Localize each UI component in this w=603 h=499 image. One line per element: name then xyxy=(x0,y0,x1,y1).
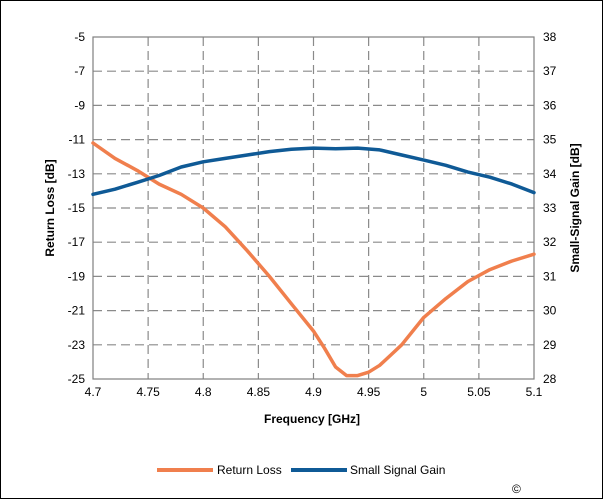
y-right-tick-label: 32 xyxy=(543,235,557,249)
y-axis-left-title: Return Loss [dB] xyxy=(43,159,57,256)
x-tick-label: 4.85 xyxy=(247,385,271,399)
y-left-tick-label: -21 xyxy=(68,304,86,318)
tick-labels: 4.7 4.75 4.8 4.85 4.9 4.95 5 5.05 5.1 -5 -7 -9 -11 -1… xyxy=(68,30,557,399)
y-left-tick-label: -15 xyxy=(68,201,86,215)
y-left-tick-label: -5 xyxy=(74,30,85,44)
grid xyxy=(93,37,534,379)
y-left-tick-label: -11 xyxy=(69,133,86,147)
y-left-tick-label: -19 xyxy=(68,269,86,283)
legend: Return Loss Small Signal Gain xyxy=(157,463,445,477)
series-line-small-signal-gain xyxy=(91,146,536,197)
y-left-tick-label: -17 xyxy=(68,235,86,249)
legend-label-return-loss: Return Loss xyxy=(217,463,282,477)
x-axis-title: Frequency [GHz] xyxy=(264,412,360,426)
y-left-tick-label: -9 xyxy=(74,98,85,112)
y-axis-right-title: Small-Signal Gain [dB] xyxy=(568,143,582,272)
y-right-tick-label: 28 xyxy=(543,372,557,386)
y-right-tick-label: 34 xyxy=(543,167,557,181)
series-layer xyxy=(91,141,536,378)
x-tick-label: 5.1 xyxy=(526,385,543,399)
y-right-tick-label: 38 xyxy=(543,30,557,44)
y-right-tick-label: 31 xyxy=(543,269,557,283)
y-right-tick-label: 29 xyxy=(543,338,557,352)
x-tick-label: 4.75 xyxy=(136,385,160,399)
y-left-tick-label: -25 xyxy=(68,372,86,386)
x-tick-label: 4.7 xyxy=(85,385,102,399)
legend-label-small-signal-gain: Small Signal Gain xyxy=(350,463,445,477)
y-right-tick-label: 37 xyxy=(543,64,557,78)
plot-area-border xyxy=(92,36,535,380)
x-tick-label: 4.95 xyxy=(357,385,381,399)
x-tick-label: 4.9 xyxy=(305,385,322,399)
y-right-tick-label: 36 xyxy=(543,98,557,112)
y-right-tick-label: 35 xyxy=(543,133,557,147)
y-right-tick-label: 30 xyxy=(543,304,557,318)
x-tick-label: 4.8 xyxy=(195,385,212,399)
x-tick-label: 5 xyxy=(420,385,427,399)
y-left-tick-label: -13 xyxy=(68,167,86,181)
copyright-mark: © xyxy=(512,482,521,496)
x-tick-label: 5.05 xyxy=(467,385,491,399)
series-line-return-loss xyxy=(91,141,536,378)
axes xyxy=(92,36,535,380)
y-left-tick-label: -23 xyxy=(68,338,86,352)
y-left-tick-label: -7 xyxy=(74,64,85,78)
y-right-tick-label: 33 xyxy=(543,201,557,215)
